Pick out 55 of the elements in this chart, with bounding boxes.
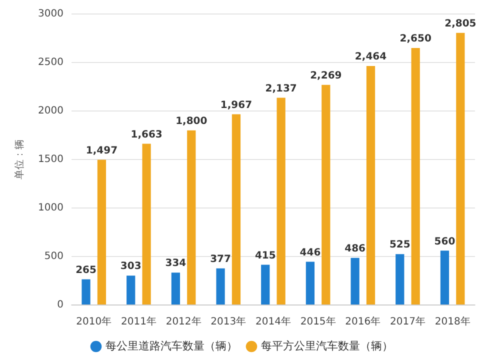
bar xyxy=(187,130,196,304)
bar xyxy=(142,144,151,304)
x-tick-label: 2013年 xyxy=(210,316,246,328)
y-tick-label: 1000 xyxy=(38,202,64,214)
data-label: 2,805 xyxy=(444,18,476,30)
bar xyxy=(171,272,180,304)
bar xyxy=(456,32,465,304)
x-tick-label: 2011年 xyxy=(120,316,156,328)
data-label: 2,269 xyxy=(310,70,342,82)
bar xyxy=(411,48,420,304)
data-label: 265 xyxy=(76,264,96,276)
data-label: 377 xyxy=(210,254,232,266)
x-tick-label: 2014年 xyxy=(256,316,291,328)
data-label: 525 xyxy=(389,240,410,251)
data-label: 1,497 xyxy=(86,145,118,156)
data-label: 303 xyxy=(120,261,142,272)
y-tick-label: 500 xyxy=(44,251,64,262)
bar xyxy=(440,250,450,304)
bar xyxy=(276,98,286,304)
data-label: 2,464 xyxy=(354,52,387,63)
legend-label: 每平方公里汽车数量（辆） xyxy=(261,339,393,352)
x-tick-label: 2016年 xyxy=(345,316,381,328)
bar xyxy=(366,66,376,304)
bar xyxy=(82,279,90,304)
x-tick-label: 2010年 xyxy=(76,316,112,328)
x-tick-label: 2015年 xyxy=(300,316,336,328)
y-axis-title: 单位：辆 xyxy=(14,140,26,180)
bar xyxy=(232,114,241,304)
bar xyxy=(97,160,106,304)
y-tick-label: 1500 xyxy=(38,154,64,166)
x-tick-label: 2012年 xyxy=(166,316,202,328)
y-tick-label: 0 xyxy=(57,300,64,311)
bar xyxy=(322,84,330,304)
bar xyxy=(261,264,270,304)
data-label: 2,650 xyxy=(400,34,432,45)
data-label: 334 xyxy=(165,258,186,270)
bar xyxy=(306,262,315,304)
bar xyxy=(126,276,136,304)
data-label: 560 xyxy=(434,236,456,248)
data-label: 486 xyxy=(344,243,366,254)
bar xyxy=(396,254,404,304)
data-label: 1,663 xyxy=(130,129,162,140)
y-tick-label: 2000 xyxy=(38,106,64,117)
data-label: 1,800 xyxy=(176,116,208,127)
data-label: 1,967 xyxy=(220,100,252,111)
y-tick-label: 2500 xyxy=(38,57,64,68)
bar xyxy=(350,258,360,304)
data-label: 446 xyxy=(300,247,321,258)
data-label: 415 xyxy=(254,250,276,262)
y-tick-label: 3000 xyxy=(38,8,64,20)
x-tick-label: 2017年 xyxy=(390,316,426,328)
x-tick-label: 2018年 xyxy=(434,316,470,328)
legend-label: 每公里道路汽车数量（辆） xyxy=(106,339,238,352)
bar xyxy=(216,268,225,304)
data-label: 2,137 xyxy=(265,83,297,94)
